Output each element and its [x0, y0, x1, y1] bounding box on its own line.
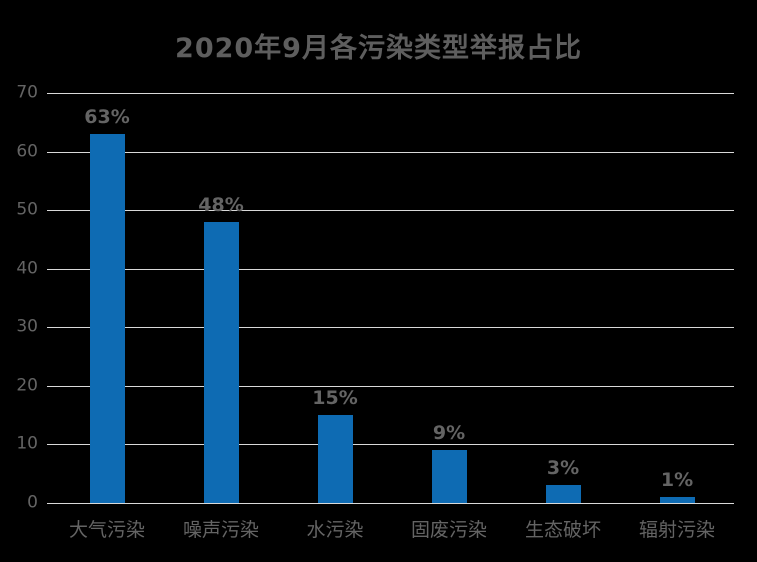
plot-area: 0 10 20 30 40 50 60 70 63% 48% 15% 9% 3% 1% [16, 84, 734, 511]
chart-title: 2020年9月各污染类型举报占比 [175, 33, 582, 64]
x-category-label: 生态破坏 [524, 519, 601, 541]
bar [89, 134, 125, 503]
x-category-label: 辐射污染 [638, 519, 715, 541]
gridline [47, 503, 734, 504]
y-tick-label: 40 [16, 258, 38, 279]
y-tick-label: 50 [16, 199, 38, 220]
bar-value-label: 9% [432, 422, 466, 445]
bar-value-label: 1% [660, 469, 694, 492]
y-tick-label: 10 [16, 433, 38, 454]
y-tick-label: 60 [16, 141, 38, 162]
gridline [47, 327, 734, 329]
bar-slot: 1% [620, 93, 734, 503]
gridline [47, 151, 734, 153]
y-tick-label: 30 [16, 316, 38, 337]
y-tick-label: 0 [27, 492, 38, 513]
bar-slot: 63% [50, 93, 164, 503]
bar-value-label: 3% [546, 457, 580, 480]
bar-slot: 48% [164, 93, 278, 503]
gridline [47, 444, 734, 446]
x-category-label: 噪声污染 [182, 519, 259, 541]
gridline [47, 268, 734, 270]
x-axis-labels: 大气污染 噪声污染 水污染 固废污染 生态破坏 辐射污染 [50, 515, 734, 545]
bars-layer: 63% 48% 15% 9% 3% 1% [50, 93, 734, 503]
y-tick-label: 20 [16, 375, 38, 396]
bar-value-label: 48% [198, 193, 244, 216]
bar [431, 450, 467, 503]
bar [659, 497, 695, 503]
x-category-label: 大气污染 [68, 519, 145, 541]
bar [203, 221, 239, 503]
x-category-label: 水污染 [306, 519, 364, 541]
bar-slot: 15% [278, 93, 392, 503]
x-category-label: 固废污染 [410, 519, 487, 541]
bar-slot: 9% [392, 93, 506, 503]
bar-value-label: 15% [312, 387, 358, 410]
gridline [47, 210, 734, 212]
gridline [47, 385, 734, 387]
bar [545, 485, 581, 503]
bar-slot: 3% [506, 93, 620, 503]
y-tick-label: 70 [16, 82, 38, 103]
gridline [47, 93, 734, 94]
bar [317, 415, 353, 503]
bar-value-label: 63% [84, 106, 130, 128]
